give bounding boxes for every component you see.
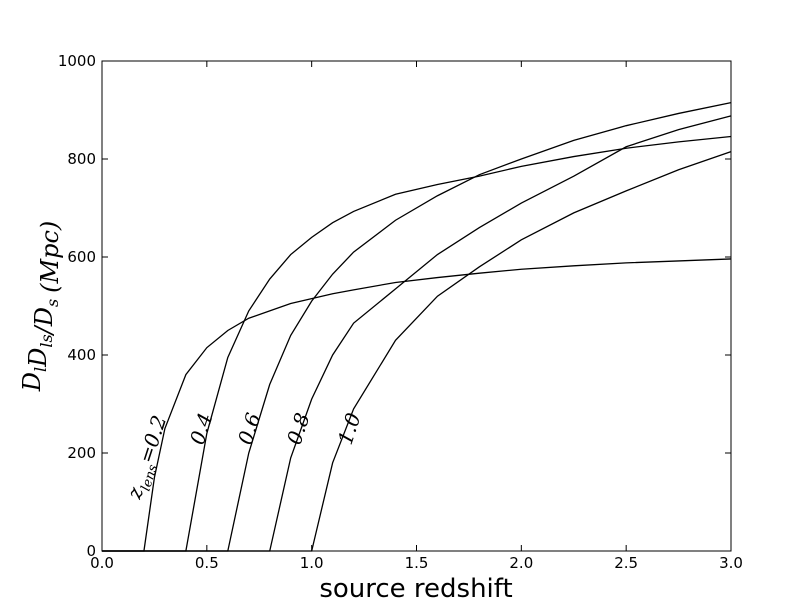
x-axis-label: source redshift xyxy=(319,574,512,604)
annotation: zlens=0.2 xyxy=(122,412,176,504)
y-label-sub: l xyxy=(31,367,50,372)
y-label-part: /D xyxy=(30,307,58,336)
y-label-sub: ls xyxy=(37,334,56,347)
series-line xyxy=(102,258,732,552)
annotation: 1.0 xyxy=(333,410,366,448)
annotation-part: =0.2 xyxy=(134,412,172,466)
series-line xyxy=(102,135,732,552)
y-label-part: (Mpc) xyxy=(36,221,64,293)
y-axis-label: DlDls/Ds (Mpc) xyxy=(18,221,64,393)
y-tick-label: 400 xyxy=(67,346,96,364)
series-line xyxy=(102,151,732,552)
y-tick-label: 0 xyxy=(86,542,96,560)
series-line xyxy=(102,102,732,552)
x-tick-label: 1.0 xyxy=(300,554,324,572)
y-label-part: D xyxy=(24,348,52,368)
x-tick-label: 0.5 xyxy=(195,554,219,572)
annotation: 0.8 xyxy=(282,410,315,448)
annotation-part: 1.0 xyxy=(333,410,366,448)
y-tick-label: 800 xyxy=(67,150,96,168)
y-tick-label: 200 xyxy=(67,444,96,462)
x-tick-label: 3.0 xyxy=(719,554,743,572)
annotation: 0.4 xyxy=(185,410,218,448)
annotation-part: 0.8 xyxy=(282,410,315,448)
x-tick-label: 2.5 xyxy=(614,554,638,572)
x-tick-label: 0.0 xyxy=(90,554,114,572)
y-tick-label: 600 xyxy=(67,248,96,266)
y-label-sub: s xyxy=(43,299,62,307)
annotation-part: lens xyxy=(139,463,162,494)
plot-frame xyxy=(101,60,732,552)
series-line xyxy=(102,115,732,552)
x-tick-label: 2.0 xyxy=(509,554,533,572)
x-tick-label: 1.5 xyxy=(405,554,429,572)
annotation-part: 0.4 xyxy=(185,410,218,448)
y-label-part: D xyxy=(18,372,46,392)
y-tick-label: 1000 xyxy=(58,52,96,70)
